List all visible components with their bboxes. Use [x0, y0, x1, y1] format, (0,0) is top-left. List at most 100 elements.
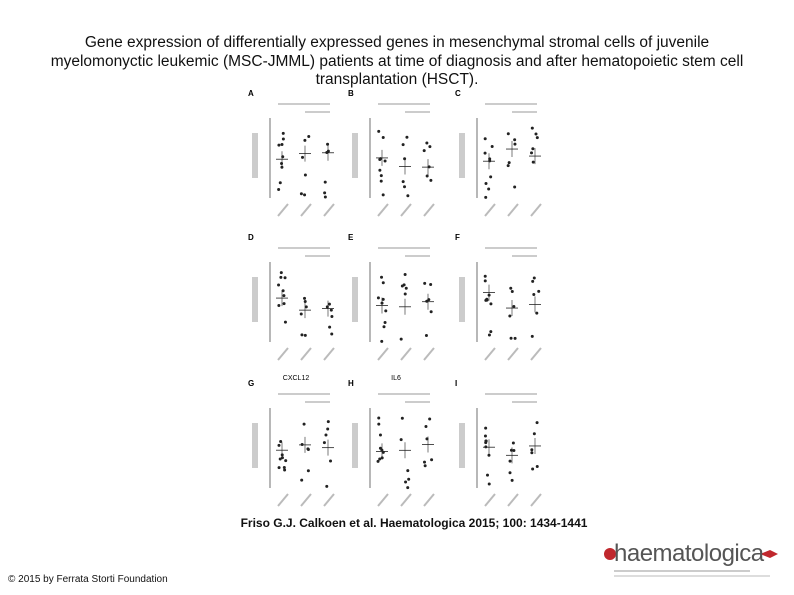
- axis-label: [459, 277, 465, 322]
- dot: [428, 145, 432, 149]
- dot: [329, 459, 333, 463]
- copyright: © 2015 by Ferrata Storti Foundation: [8, 574, 168, 585]
- dot: [403, 272, 407, 276]
- figure: A B C D E F G CXCL12 H IL6 I: [248, 89, 542, 507]
- dot: [303, 333, 307, 337]
- dot: [423, 460, 427, 464]
- dot: [512, 449, 516, 453]
- panel-letter: I: [455, 379, 457, 388]
- dot: [304, 305, 308, 309]
- dot: [325, 305, 329, 309]
- dot: [531, 467, 535, 471]
- dot: [510, 478, 514, 482]
- dot: [378, 168, 382, 172]
- x-label: [377, 203, 389, 217]
- dot: [530, 451, 534, 455]
- x-label: [323, 347, 335, 361]
- dot: [376, 296, 380, 300]
- dot: [299, 192, 303, 196]
- panel-letter: B: [348, 89, 354, 98]
- dot: [405, 135, 409, 139]
- dot: [300, 442, 304, 446]
- dot: [484, 439, 488, 443]
- x-label: [423, 347, 435, 361]
- dot: [378, 433, 382, 437]
- dot: [487, 333, 491, 337]
- dot: [510, 290, 514, 294]
- dot: [483, 137, 487, 141]
- dot: [284, 459, 288, 463]
- dot: [513, 185, 517, 189]
- dot: [282, 302, 286, 306]
- dot: [425, 141, 429, 145]
- dot: [377, 422, 381, 426]
- dot: [279, 439, 283, 443]
- dot: [326, 427, 330, 431]
- dot: [325, 484, 329, 488]
- panel-letter: A: [248, 89, 254, 98]
- dot: [401, 143, 405, 147]
- axis-label: [352, 277, 358, 322]
- journal-logo: haematologica: [600, 540, 790, 580]
- dot: [323, 195, 327, 199]
- dot: [530, 334, 534, 338]
- dot: [381, 297, 385, 301]
- panel-gene: IL6: [391, 375, 401, 382]
- dot: [376, 459, 380, 463]
- dot: [403, 292, 407, 296]
- dot: [378, 446, 382, 450]
- logo-name: haematologica: [614, 540, 764, 567]
- dot: [303, 193, 307, 197]
- dot: [383, 321, 387, 325]
- dot: [307, 134, 311, 138]
- dot: [506, 132, 510, 136]
- dot: [277, 188, 281, 192]
- dot: [508, 471, 512, 475]
- x-label: [377, 493, 389, 507]
- dot: [300, 478, 304, 482]
- x-label: [507, 347, 519, 361]
- dot: [428, 417, 432, 421]
- x-label: [530, 493, 542, 507]
- dot: [404, 480, 408, 484]
- dot: [406, 486, 410, 490]
- dot: [489, 330, 493, 334]
- dot: [282, 466, 286, 470]
- dot: [531, 147, 535, 151]
- dot: [535, 311, 539, 315]
- dot: [277, 303, 281, 307]
- dot: [489, 302, 493, 306]
- x-label: [507, 203, 519, 217]
- axis-label: [252, 277, 258, 322]
- axis-label: [459, 423, 465, 468]
- x-label: [400, 203, 412, 217]
- dot: [532, 432, 536, 436]
- dot: [303, 296, 307, 300]
- x-label: [300, 203, 312, 217]
- x-label: [323, 493, 335, 507]
- dot: [484, 195, 488, 199]
- dot: [487, 453, 491, 457]
- dot: [429, 310, 433, 314]
- dot: [509, 286, 513, 290]
- x-label: [400, 347, 412, 361]
- x-label: [423, 493, 435, 507]
- panel-gene: CXCL12: [283, 375, 310, 382]
- dot: [326, 142, 330, 146]
- dot: [509, 336, 513, 340]
- dot: [399, 438, 403, 442]
- panel-letter: G: [248, 379, 254, 388]
- x-label: [377, 347, 389, 361]
- dot: [379, 179, 383, 183]
- dot: [324, 433, 328, 437]
- dot: [326, 420, 330, 424]
- dot: [300, 333, 304, 337]
- dot: [483, 434, 487, 438]
- dot: [306, 447, 310, 451]
- dot: [407, 477, 411, 481]
- x-label: [300, 493, 312, 507]
- dot: [327, 302, 331, 306]
- dot: [277, 443, 281, 447]
- dot: [303, 173, 307, 177]
- x-label: [423, 203, 435, 217]
